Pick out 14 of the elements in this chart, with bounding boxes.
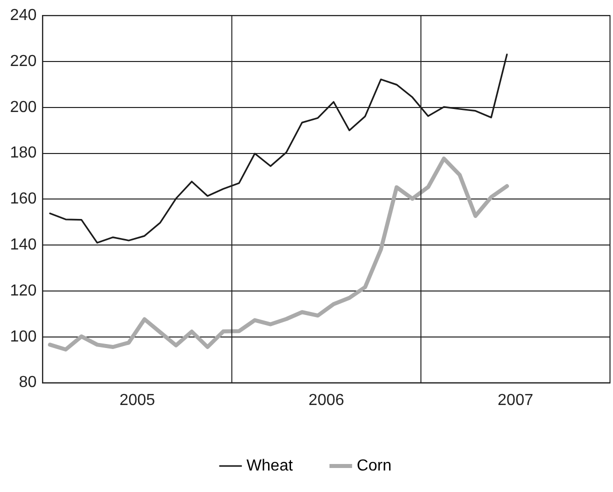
y-tick-label: 220 [10,52,37,70]
y-tick-label: 240 [10,7,37,24]
x-tick-label: 2005 [119,392,156,409]
legend-label: Wheat [246,457,294,474]
y-tick-label: 100 [10,328,37,346]
y-tick-label: 200 [10,98,37,116]
legend-label: Corn [356,457,392,474]
y-tick-label: 160 [10,190,37,208]
y-tick-label: 180 [10,144,37,162]
y-tick-label: 120 [10,282,37,300]
y-tick-label: 80 [18,374,37,392]
y-tick-label: 140 [10,236,37,254]
x-tick-label: 2006 [308,392,344,409]
x-tick-label: 2007 [498,392,534,409]
